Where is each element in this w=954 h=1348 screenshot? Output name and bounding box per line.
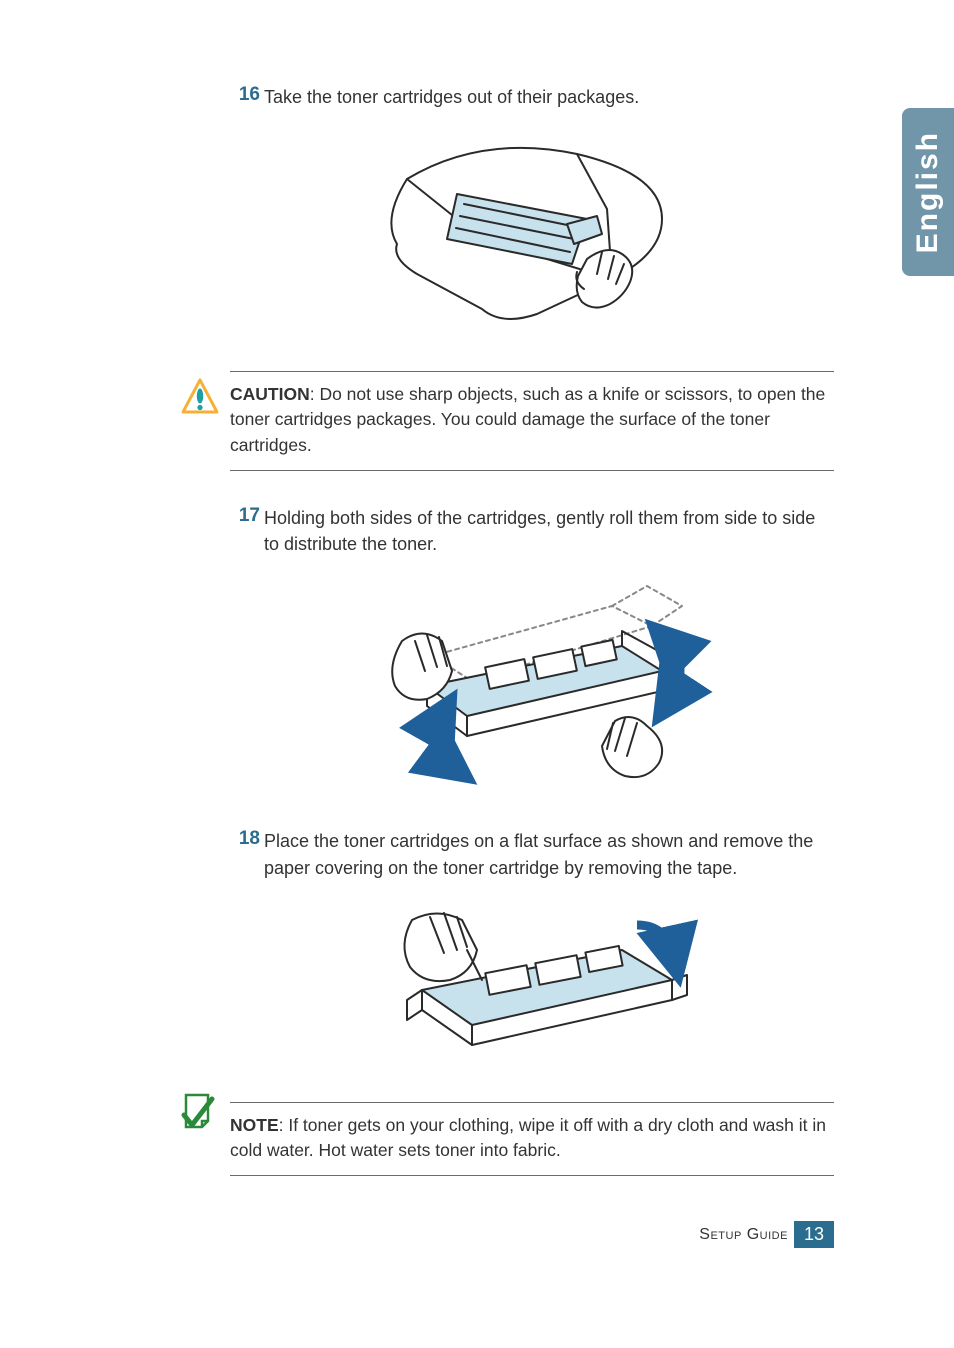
step-16: 16 Take the toner cartridges out of thei…: [230, 84, 834, 110]
illustration-tape: [230, 895, 834, 1080]
step-number: 17: [230, 505, 260, 527]
illustration-unpack: [230, 124, 834, 349]
step-text: Take the toner cartridges out of their p…: [264, 84, 834, 110]
caution-icon: [180, 378, 220, 418]
step-text: Holding both sides of the cartridges, ge…: [264, 505, 834, 557]
step-number: 16: [230, 84, 260, 106]
language-tab-label: English: [911, 131, 945, 253]
note-callout: NOTE: If toner gets on your clothing, wi…: [230, 1102, 834, 1177]
note-text: : If toner gets on your clothing, wipe i…: [230, 1115, 826, 1160]
page-number: 13: [794, 1221, 834, 1248]
step-17: 17 Holding both sides of the cartridges,…: [230, 505, 834, 557]
caution-label: CAUTION: [230, 384, 310, 404]
caution-callout: CAUTION: Do not use sharp objects, such …: [230, 371, 834, 471]
step-number: 18: [230, 828, 260, 850]
step-text: Place the toner cartridges on a flat sur…: [264, 828, 834, 880]
step-18: 18 Place the toner cartridges on a flat …: [230, 828, 834, 880]
language-tab: English: [902, 108, 954, 276]
caution-text: : Do not use sharp objects, such as a kn…: [230, 384, 825, 455]
note-icon: [180, 1091, 220, 1131]
manual-page: English 16 Take the toner cartridges out…: [0, 0, 954, 1348]
note-label: NOTE: [230, 1115, 279, 1135]
page-footer: Setup Guide 13: [699, 1221, 834, 1248]
illustration-roll: [230, 571, 834, 806]
footer-label: Setup Guide: [699, 1226, 788, 1244]
